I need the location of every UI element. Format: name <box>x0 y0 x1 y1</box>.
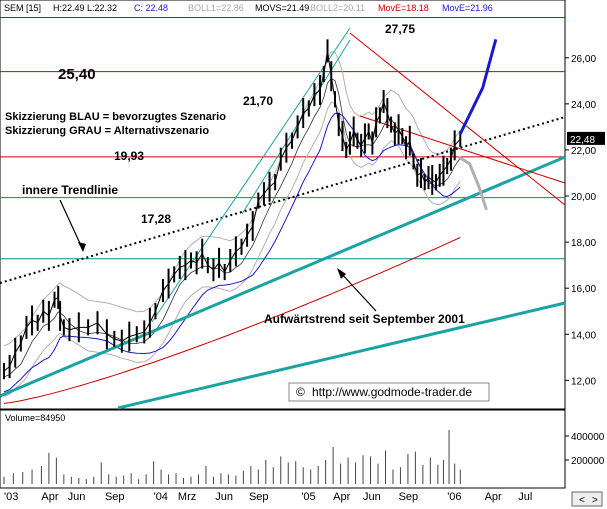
left-arrow-icon: < <box>579 495 585 506</box>
header-movs: MOVS=21.49 <box>255 3 309 13</box>
scenario-gray <box>457 155 488 211</box>
x-tick-label-2: Jun <box>68 491 86 503</box>
header-symbol: SEM [15] <box>4 3 41 13</box>
x-tick-label-10: Jun <box>363 491 381 503</box>
x-tick-label-1: Apr <box>41 491 58 503</box>
header-boll1: BOLL1=22.86 <box>188 3 244 13</box>
x-tick-label-0: '03 <box>4 491 18 503</box>
header-move1: MovE=18.18 <box>378 3 429 13</box>
scenario-blue <box>458 38 498 135</box>
uptrend-line-lower <box>117 301 566 410</box>
level-label-3: 19,93 <box>114 149 144 163</box>
y-tick-label-2: 16,00 <box>571 284 596 295</box>
price-line <box>3 50 461 372</box>
last-price-label: 22,48 <box>570 135 595 146</box>
x-tick-label-6: Jun <box>215 491 233 503</box>
y-tick-label-4: 20,00 <box>571 192 596 203</box>
y-tick-label-7: 26,00 <box>571 54 596 65</box>
header-close: C: 22.48 <box>134 3 168 13</box>
header-hl: H:22.49 L:22.32 <box>53 3 117 13</box>
x-tick-label-5: Mrz <box>178 491 196 503</box>
inner-trendline-arrow <box>59 199 84 251</box>
url-text: http://www.godmode-trader.de <box>312 385 472 399</box>
y-tick-label-3: 18,00 <box>571 238 596 249</box>
x-tick-label-14: Jul <box>518 491 532 503</box>
inner-trendline-arrowhead <box>78 242 86 252</box>
header-move2: MovE=21.96 <box>442 3 493 13</box>
right-arrow-icon: > <box>592 495 598 506</box>
y-tick-label-0: 12,00 <box>571 376 596 387</box>
volume-tick-label-0: 200000 <box>571 456 605 467</box>
x-tick-label-11: Sep <box>399 491 419 503</box>
last-price-box <box>567 131 605 145</box>
bollinger-upper <box>3 51 461 347</box>
moving-average-blue <box>3 112 461 393</box>
legend-gray-text: Skizzierung GRAU = Alternativszenario <box>5 125 209 137</box>
x-tick-label-8: '05 <box>301 491 315 503</box>
inner-trendline <box>0 116 566 284</box>
scroll-arrows <box>571 491 603 507</box>
level-label-1: 25,40 <box>58 66 96 83</box>
uptrend-arrow <box>339 271 377 312</box>
level-label-2: 21,70 <box>243 94 273 108</box>
url-box <box>288 382 490 402</box>
downtrend-line-a <box>349 32 566 206</box>
uptrend-line-upper <box>0 155 566 398</box>
volume-tick-label-1: 400000 <box>571 432 605 443</box>
moving-average-red <box>3 237 461 404</box>
uptrend-label: Aufwärtstrend seit September 2001 <box>264 312 465 326</box>
inner-trendline-label: innere Trendlinie <box>22 183 118 197</box>
x-tick-label-12: '06 <box>447 491 461 503</box>
legend-blue-text: Skizzierung BLAU = bevorzugtes Szenario <box>5 111 226 123</box>
x-tick-label-4: '04 <box>154 491 168 503</box>
uptrend-arrowhead <box>337 268 346 279</box>
x-tick-label-3: Sep <box>105 491 125 503</box>
bollinger-lower <box>3 101 461 397</box>
level-label-4: 17,28 <box>141 212 171 226</box>
x-tick-label-13: Apr <box>485 491 502 503</box>
y-tick-label-1: 14,00 <box>571 330 596 341</box>
header-boll2: BOLL2=20.11 <box>310 3 365 13</box>
y-tick-label-6: 24,00 <box>571 100 596 111</box>
y-tick-label-5: 22,00 <box>571 146 596 157</box>
level-label-0: 27,75 <box>385 22 415 36</box>
x-tick-label-7: Sep <box>249 491 269 503</box>
copyright-symbol: © <box>296 385 305 399</box>
x-tick-label-9: Apr <box>333 491 350 503</box>
volume-label: Volume=84950 <box>5 413 65 423</box>
